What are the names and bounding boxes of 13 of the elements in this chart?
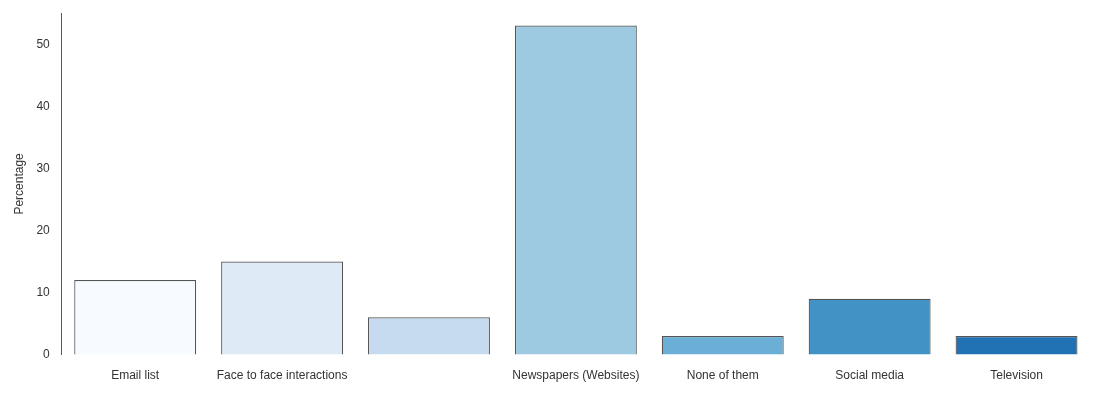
x-tick-label: Social media	[835, 368, 905, 383]
x-tick-label: Email list	[111, 368, 160, 383]
x-tick-label: Face to face interactions	[216, 368, 348, 383]
y-tick-label: 30	[36, 160, 51, 175]
y-tick-label: 50	[36, 36, 51, 51]
y-tick-label: 40	[36, 98, 51, 113]
y-tick-label: 20	[36, 222, 51, 237]
y-axis-title: Percentage	[11, 152, 26, 215]
y-tick-label: 10	[36, 284, 51, 299]
x-tick-label: None of them	[686, 368, 759, 383]
x-tick-label: Television	[990, 368, 1043, 383]
x-tick-label: Newspapers (Websites)	[512, 368, 640, 383]
y-tick-label: 0	[43, 346, 51, 361]
